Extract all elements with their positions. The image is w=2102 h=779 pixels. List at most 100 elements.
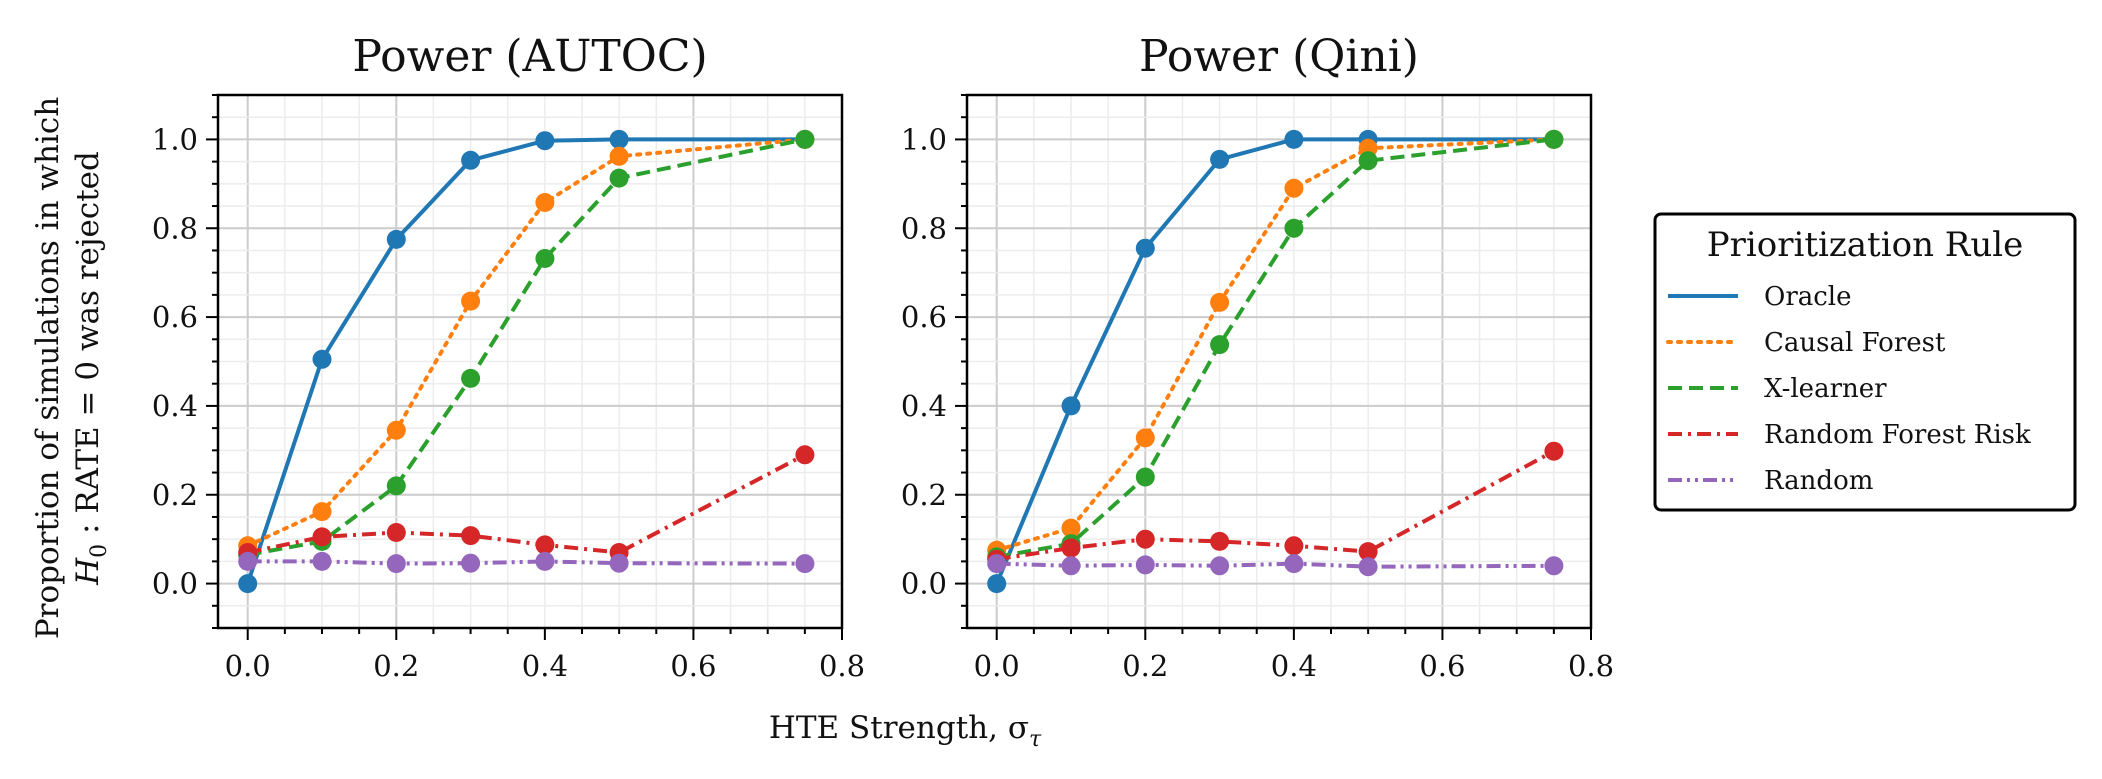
legend-item-causal-forest: Causal Forest (1666, 328, 1946, 358)
autoc-point-oracle (238, 574, 258, 594)
qini-point-random (987, 554, 1007, 574)
qini-point-x-learner (1544, 129, 1564, 149)
autoc-x-tick-label: 0.0 (225, 649, 271, 683)
autoc-grid (218, 95, 842, 628)
autoc-point-causal-forest (386, 420, 406, 440)
autoc-point-random (238, 551, 258, 571)
qini-point-oracle (1284, 129, 1304, 149)
autoc-point-x-learner (461, 368, 481, 388)
autoc-point-random-forest-risk (461, 526, 481, 546)
autoc-series-x-learner (238, 129, 815, 565)
qini-point-x-learner (1284, 218, 1304, 238)
qini-point-oracle (987, 574, 1007, 594)
autoc-point-x-learner (795, 129, 815, 149)
legend-title: Prioritization Rule (1707, 225, 2024, 265)
qini-point-random (1358, 557, 1378, 577)
qini-point-causal-forest (1061, 518, 1081, 538)
qini-y-tick-label: 0.0 (901, 567, 947, 601)
autoc-point-oracle (312, 349, 332, 369)
autoc-x-tick-label: 0.2 (373, 649, 419, 683)
legend-label-random: Random (1764, 466, 1873, 496)
legend-label-causal-forest: Causal Forest (1764, 328, 1946, 358)
autoc-point-random (535, 551, 555, 571)
x-axis-label-subscript: τ (1029, 727, 1042, 752)
autoc-point-random-forest-risk (535, 535, 555, 555)
autoc-x-tick-label: 0.8 (819, 649, 865, 683)
qini-point-random (1544, 556, 1564, 576)
x-axis-label: HTE Strength, στ (769, 710, 1042, 752)
autoc-panel: 0.0 0.2 0.4 0.6 0.8 0.0 0.2 0.4 0.6 0.8 1.0 Power (… (152, 31, 865, 683)
autoc-x-tick-label: 0.6 (670, 649, 716, 683)
autoc-y-tick-label: 1.0 (152, 122, 198, 156)
legend-item-oracle: Oracle (1668, 282, 1852, 312)
qini-point-random (1061, 556, 1081, 576)
legend-item-random-forest-risk: Random Forest Risk (1668, 420, 2031, 450)
qini-line-causal-forest (994, 137, 1556, 553)
qini-point-causal-forest (1135, 428, 1155, 448)
qini-series-random-forest-risk (987, 441, 1564, 569)
qini-point-random-forest-risk (1544, 441, 1564, 461)
qini-point-oracle (1135, 238, 1155, 258)
autoc-y-tick-label: 0.8 (152, 211, 198, 245)
autoc-point-random-forest-risk (795, 445, 815, 465)
autoc-point-random-forest-risk (386, 523, 406, 542)
qini-y-tick-label: 0.4 (901, 389, 947, 423)
autoc-ticks (206, 94, 843, 640)
autoc-point-oracle (609, 129, 629, 149)
autoc-x-tick-label: 0.4 (522, 649, 568, 683)
autoc-y-tick-label: 0.6 (152, 300, 198, 334)
legend-label-oracle: Oracle (1764, 282, 1852, 312)
autoc-point-oracle (461, 150, 481, 170)
autoc-point-x-learner (386, 476, 406, 496)
autoc-point-causal-forest (535, 193, 555, 212)
legend-item-x-learner: X-learner (1668, 374, 1887, 404)
legend-label-x-learner: X-learner (1764, 374, 1887, 404)
qini-point-random-forest-risk (1210, 531, 1230, 551)
autoc-point-x-learner (609, 168, 629, 188)
qini-point-x-learner (1358, 151, 1378, 171)
autoc-point-random (795, 554, 815, 574)
qini-point-random-forest-risk (1061, 538, 1081, 558)
qini-point-causal-forest (1210, 292, 1230, 312)
autoc-point-oracle (535, 131, 555, 151)
autoc-series-causal-forest (238, 129, 815, 556)
qini-point-oracle (1061, 396, 1081, 416)
legend: Prioritization Rule Oracle Causal Forest X… (1653, 212, 2077, 512)
qini-x-tick-label: 0.4 (1271, 649, 1317, 683)
qini-point-causal-forest (1284, 178, 1304, 198)
autoc-title: Power (AUTOC) (352, 31, 707, 82)
qini-point-x-learner (1135, 467, 1155, 487)
qini-point-random-forest-risk (1284, 536, 1304, 556)
qini-x-tick-label: 0.0 (974, 649, 1020, 683)
legend-label-random-forest-risk: Random Forest Risk (1764, 420, 2031, 450)
qini-series-x-learner (987, 129, 1564, 567)
qini-y-tick-label: 0.2 (901, 478, 947, 512)
autoc-point-random (312, 551, 332, 571)
autoc-point-oracle (386, 229, 406, 249)
qini-x-tick-label: 0.2 (1122, 649, 1168, 683)
autoc-point-x-learner (535, 249, 555, 268)
qini-point-random-forest-risk (1358, 542, 1378, 562)
qini-point-oracle (1210, 149, 1230, 169)
y-axis-label-line1: Proportion of simulations in which (30, 97, 66, 639)
autoc-point-random-forest-risk (312, 527, 332, 547)
autoc-y-tick-label: 0.2 (152, 478, 198, 512)
autoc-point-random (609, 553, 629, 573)
autoc-point-causal-forest (609, 146, 629, 166)
legend-frame (1653, 212, 2077, 512)
autoc-series-random (238, 551, 815, 574)
autoc-point-causal-forest (461, 291, 481, 311)
qini-y-tick-label: 0.8 (901, 211, 947, 245)
qini-y-tick-label: 0.6 (901, 300, 947, 334)
qini-point-x-learner (1210, 335, 1230, 355)
autoc-y-tick-label: 0.0 (152, 567, 198, 601)
qini-x-tick-label: 0.6 (1419, 649, 1465, 683)
autoc-point-causal-forest (312, 502, 332, 522)
autoc-point-random (461, 553, 481, 573)
autoc-y-tick-label: 0.4 (152, 389, 198, 423)
y-axis-label-line2: H0 : RATE = 0 was rejected (70, 151, 112, 586)
legend-item-random: Random (1668, 466, 1873, 496)
qini-ticks (955, 94, 1592, 640)
qini-point-random (1284, 554, 1304, 574)
